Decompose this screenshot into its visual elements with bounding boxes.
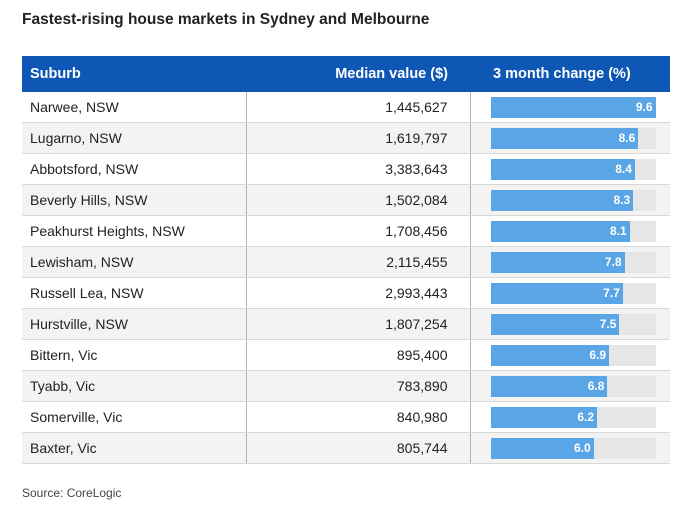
table-row: Somerville, Vic 840,980 6.2 <box>22 401 670 433</box>
suburb-cell: Somerville, Vic <box>22 401 247 433</box>
change-cell: 7.8 <box>470 246 670 278</box>
change-cell: 8.3 <box>470 184 670 216</box>
change-bar-track: 9.6 <box>490 96 656 118</box>
suburb-cell: Hurstville, NSW <box>22 308 247 340</box>
change-bar-label: 6.9 <box>589 347 607 362</box>
change-bar-track: 7.5 <box>490 313 656 335</box>
change-bar: 6.8 <box>490 375 608 397</box>
change-cell: 8.1 <box>470 215 670 247</box>
table-row: Baxter, Vic 805,744 6.0 <box>22 432 670 464</box>
change-bar-label: 7.8 <box>604 254 622 269</box>
change-bar-track: 8.6 <box>490 127 656 149</box>
median-value-cell: 2,993,443 <box>246 277 471 309</box>
change-cell: 6.9 <box>470 339 670 371</box>
table-row: Bittern, Vic 895,400 6.9 <box>22 339 670 371</box>
suburb-cell: Baxter, Vic <box>22 432 247 464</box>
suburb-cell: Beverly Hills, NSW <box>22 184 247 216</box>
change-bar-label: 8.1 <box>610 223 627 238</box>
median-value-cell: 805,744 <box>246 432 471 464</box>
change-bar-track: 8.1 <box>490 220 656 242</box>
change-bar-track: 7.8 <box>490 251 656 273</box>
change-bar: 7.8 <box>490 251 625 273</box>
change-bar: 9.6 <box>490 96 656 118</box>
change-bar-track: 6.9 <box>490 344 656 366</box>
suburb-cell: Narwee, NSW <box>22 92 247 123</box>
table-row: Abbotsford, NSW 3,383,643 8.4 <box>22 153 670 185</box>
change-bar: 8.4 <box>490 158 635 180</box>
change-bar: 8.6 <box>490 127 639 149</box>
median-value-cell: 1,708,456 <box>246 215 471 247</box>
median-value-cell: 895,400 <box>246 339 471 371</box>
change-cell: 6.0 <box>470 432 670 464</box>
table-row: Lugarno, NSW 1,619,797 8.6 <box>22 122 670 154</box>
header-row: Suburb Median value ($) 3 month change (… <box>22 56 670 92</box>
source-note: Source: CoreLogic <box>22 486 122 500</box>
change-bar-label: 7.7 <box>603 285 620 300</box>
median-value-cell: 1,502,084 <box>246 184 471 216</box>
change-bar: 6.0 <box>490 437 594 459</box>
suburb-cell: Peakhurst Heights, NSW <box>22 215 247 247</box>
table-row: Lewisham, NSW 2,115,455 7.8 <box>22 246 670 278</box>
median-value-cell: 1,619,797 <box>246 122 471 154</box>
median-value-cell: 2,115,455 <box>246 246 471 278</box>
table-row: Hurstville, NSW 1,807,254 7.5 <box>22 308 670 340</box>
change-bar-label: 9.6 <box>635 99 653 114</box>
suburb-cell: Russell Lea, NSW <box>22 277 247 309</box>
suburb-cell: Abbotsford, NSW <box>22 153 247 185</box>
chart-title: Fastest-rising house markets in Sydney a… <box>22 11 430 28</box>
change-cell: 9.6 <box>470 92 670 123</box>
change-bar: 7.5 <box>490 313 620 335</box>
change-bar-track: 8.4 <box>490 158 656 180</box>
change-bar-track: 8.3 <box>490 189 656 211</box>
median-value-cell: 1,445,627 <box>246 92 471 123</box>
change-bar-track: 6.0 <box>490 437 656 459</box>
change-bar-label: 6.0 <box>573 440 591 455</box>
change-bar-label: 8.3 <box>613 192 631 207</box>
change-bar-track: 6.8 <box>490 375 656 397</box>
table-row: Tyabb, Vic 783,890 6.8 <box>22 370 670 402</box>
change-bar: 8.1 <box>490 220 630 242</box>
table-row: Beverly Hills, NSW 1,502,084 8.3 <box>22 184 670 216</box>
change-bar: 6.2 <box>490 406 598 428</box>
change-bar-label: 7.5 <box>599 316 617 331</box>
column-header-suburb: Suburb <box>22 56 246 92</box>
median-value-cell: 3,383,643 <box>246 153 471 185</box>
change-cell: 7.5 <box>470 308 670 340</box>
column-header-median-value: Median value ($) <box>246 56 470 92</box>
suburb-cell: Bittern, Vic <box>22 339 247 371</box>
change-bar-label: 8.4 <box>615 161 632 176</box>
median-value-cell: 840,980 <box>246 401 471 433</box>
column-header-3-month-change: 3 month change (%) <box>470 56 670 92</box>
change-bar-label: 6.8 <box>587 378 605 393</box>
table-row: Narwee, NSW 1,445,627 9.6 <box>22 92 670 123</box>
change-bar: 6.9 <box>490 344 610 366</box>
table-row: Russell Lea, NSW 2,993,443 7.7 <box>22 277 670 309</box>
change-cell: 6.2 <box>470 401 670 433</box>
change-bar-track: 6.2 <box>490 406 656 428</box>
change-bar-label: 8.6 <box>618 130 636 145</box>
change-cell: 6.8 <box>470 370 670 402</box>
change-bar: 8.3 <box>490 189 634 211</box>
change-cell: 8.4 <box>470 153 670 185</box>
median-value-cell: 1,807,254 <box>246 308 471 340</box>
suburb-cell: Tyabb, Vic <box>22 370 247 402</box>
change-cell: 8.6 <box>470 122 670 154</box>
change-bar: 7.7 <box>490 282 623 304</box>
house-markets-table: Suburb Median value ($) 3 month change (… <box>22 56 670 464</box>
change-cell: 7.7 <box>470 277 670 309</box>
suburb-cell: Lugarno, NSW <box>22 122 247 154</box>
change-bar-track: 7.7 <box>490 282 656 304</box>
suburb-cell: Lewisham, NSW <box>22 246 247 278</box>
table-row: Peakhurst Heights, NSW 1,708,456 8.1 <box>22 215 670 247</box>
median-value-cell: 783,890 <box>246 370 471 402</box>
change-bar-label: 6.2 <box>577 409 595 424</box>
